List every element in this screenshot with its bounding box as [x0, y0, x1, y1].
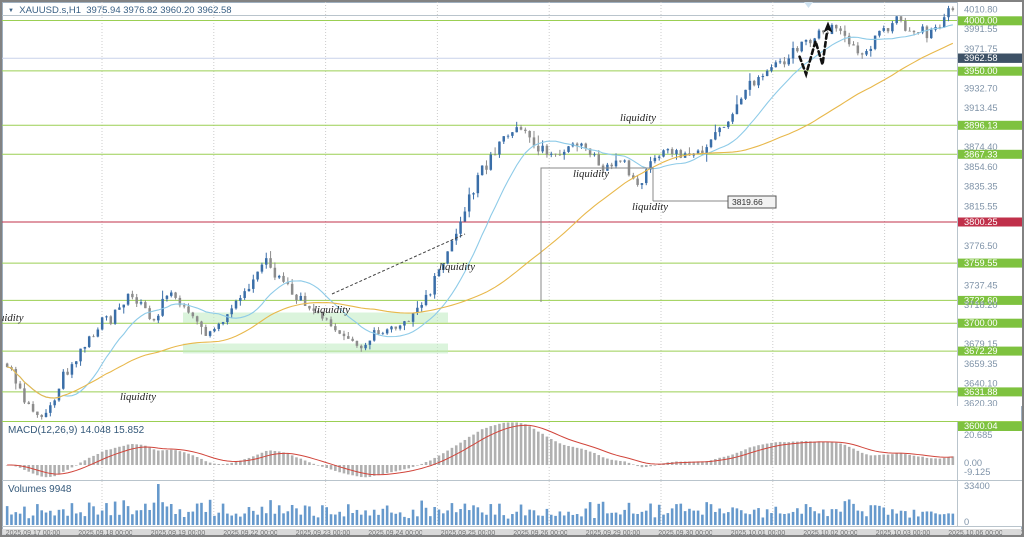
- svg-text:3867.33: 3867.33: [964, 149, 998, 159]
- svg-text:3776.50: 3776.50: [964, 241, 998, 251]
- svg-text:3759.55: 3759.55: [964, 258, 998, 268]
- svg-text:3854.60: 3854.60: [964, 162, 998, 172]
- svg-text:3950.00: 3950.00: [964, 66, 998, 76]
- svg-text:33400: 33400: [964, 481, 990, 491]
- svg-text:liquidity: liquidity: [314, 304, 350, 316]
- svg-text:3819.66: 3819.66: [732, 197, 763, 207]
- svg-text:liquidity: liquidity: [439, 261, 475, 273]
- svg-text:liquidity: liquidity: [120, 391, 156, 403]
- svg-text:3620.30: 3620.30: [964, 399, 998, 406]
- svg-text:3815.55: 3815.55: [964, 202, 998, 212]
- svg-text:3962.58: 3962.58: [964, 53, 998, 63]
- svg-text:3896.13: 3896.13: [964, 120, 998, 130]
- svg-text:3737.45: 3737.45: [964, 280, 998, 290]
- svg-text:4010.80: 4010.80: [964, 5, 998, 15]
- svg-text:liquidity: liquidity: [632, 201, 668, 213]
- svg-text:3932.70: 3932.70: [964, 83, 998, 93]
- svg-text:3700.00: 3700.00: [964, 318, 998, 328]
- svg-text:uidity: uidity: [2, 312, 24, 324]
- svg-text:3913.45: 3913.45: [964, 103, 998, 113]
- svg-text:20.685: 20.685: [964, 430, 992, 440]
- svg-text:3800.25: 3800.25: [964, 217, 998, 227]
- svg-text:-9.125: -9.125: [964, 467, 990, 477]
- svg-text:liquidity: liquidity: [620, 112, 656, 124]
- svg-text:3835.35: 3835.35: [964, 182, 998, 192]
- svg-text:3718.20: 3718.20: [964, 300, 998, 310]
- svg-text:liquidity: liquidity: [573, 168, 609, 180]
- svg-text:3659.35: 3659.35: [964, 359, 998, 369]
- svg-text:3672.29: 3672.29: [964, 346, 998, 356]
- svg-text:3631.88: 3631.88: [964, 387, 998, 397]
- svg-text:3991.55: 3991.55: [964, 24, 998, 34]
